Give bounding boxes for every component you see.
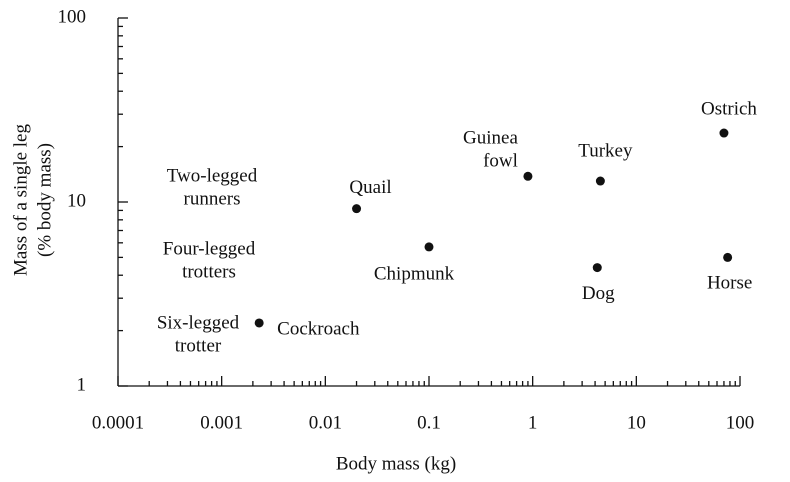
point-label: Ostrich: [701, 98, 757, 119]
point-label: Guinea: [463, 128, 518, 149]
group-label: Six-legged: [157, 312, 240, 333]
point: [424, 242, 434, 252]
x-tick-label: 100: [726, 412, 755, 433]
point-label: Chipmunk: [374, 263, 455, 284]
group-label: Two-legged: [167, 165, 258, 186]
point: [352, 204, 362, 214]
y-tick-label: 1: [77, 374, 87, 395]
x-tick-label: 0.01: [309, 412, 342, 433]
y-axis-title: (% body mass): [34, 143, 55, 257]
y-axis-title: Mass of a single leg: [10, 124, 31, 276]
point: [723, 252, 733, 262]
x-tick-label: 0.001: [200, 412, 243, 433]
y-tick-label: 10: [67, 190, 86, 211]
group-label: Four-legged: [163, 238, 256, 259]
point-label: Cockroach: [277, 318, 360, 339]
point: [592, 263, 602, 273]
y-tick-label: 100: [58, 6, 87, 27]
group-label: runners: [184, 188, 241, 209]
point-label: Quail: [349, 177, 391, 198]
point: [523, 171, 533, 181]
point: [595, 176, 605, 186]
point-label: Turkey: [578, 140, 633, 161]
x-tick-label: 0.1: [417, 412, 441, 433]
x-tick-label: 1: [528, 412, 538, 433]
point: [719, 128, 729, 138]
group-label: trotters: [182, 261, 236, 282]
group-label: trotter: [175, 335, 222, 356]
point: [254, 318, 264, 328]
point-label: Dog: [582, 283, 615, 304]
point-label: Horse: [707, 273, 752, 294]
x-axis-title: Body mass (kg): [336, 453, 456, 474]
x-tick-label: 0.0001: [92, 412, 144, 433]
x-tick-label: 10: [627, 412, 646, 433]
point-label: fowl: [483, 151, 518, 172]
